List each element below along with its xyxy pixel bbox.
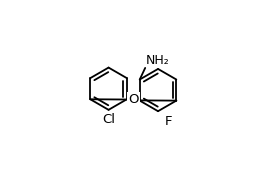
Text: Cl: Cl <box>102 113 115 126</box>
Text: NH₂: NH₂ <box>146 54 170 67</box>
Text: O: O <box>128 93 139 106</box>
Text: F: F <box>165 115 172 128</box>
